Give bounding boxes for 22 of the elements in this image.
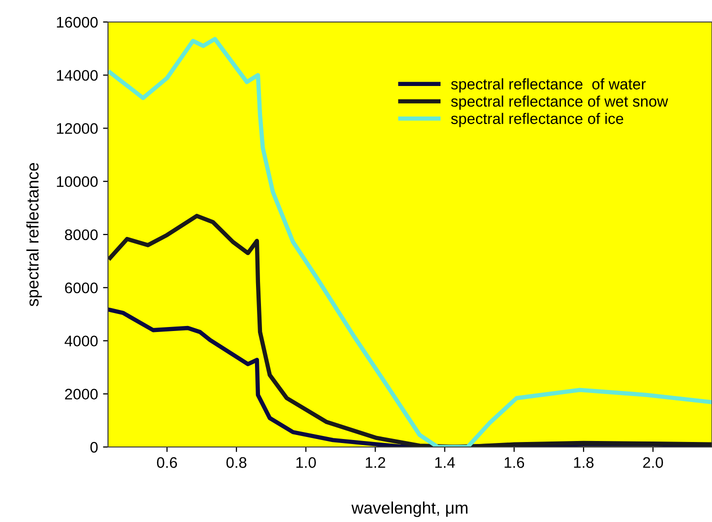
legend-label: spectral reflectance of ice bbox=[451, 112, 624, 128]
x-tick-label: 1.4 bbox=[435, 457, 455, 468]
y-tick-label: 12000 bbox=[56, 123, 98, 134]
y-tick-label: 0 bbox=[90, 442, 98, 453]
x-tick-label: 1.6 bbox=[504, 457, 524, 468]
legend-label: spectral reflectance of water bbox=[451, 78, 646, 92]
x-tick-label: 1.0 bbox=[296, 457, 316, 468]
y-tick-label: 14000 bbox=[56, 70, 98, 81]
legend-label: spectral reflectance of wet snow bbox=[451, 96, 668, 110]
x-tick-label: 0.6 bbox=[156, 457, 177, 468]
y-tick-label: 4000 bbox=[64, 336, 98, 346]
x-tick-label: 1.8 bbox=[574, 457, 594, 468]
y-tick-label: 6000 bbox=[65, 282, 98, 294]
y-axis-title: spectral reflectance bbox=[26, 162, 42, 306]
x-tick-label: 1.2 bbox=[366, 457, 386, 468]
y-tick-label: 8000 bbox=[64, 229, 98, 240]
y-tick-label: 2000 bbox=[65, 388, 98, 400]
x-tick-label: 2.0 bbox=[643, 457, 664, 468]
y-tick-label: 10000 bbox=[56, 176, 98, 188]
x-axis-title: wavelenght, μm bbox=[351, 502, 468, 518]
x-tick-label: 0.8 bbox=[226, 457, 246, 468]
y-tick-label: 16000 bbox=[56, 16, 98, 28]
